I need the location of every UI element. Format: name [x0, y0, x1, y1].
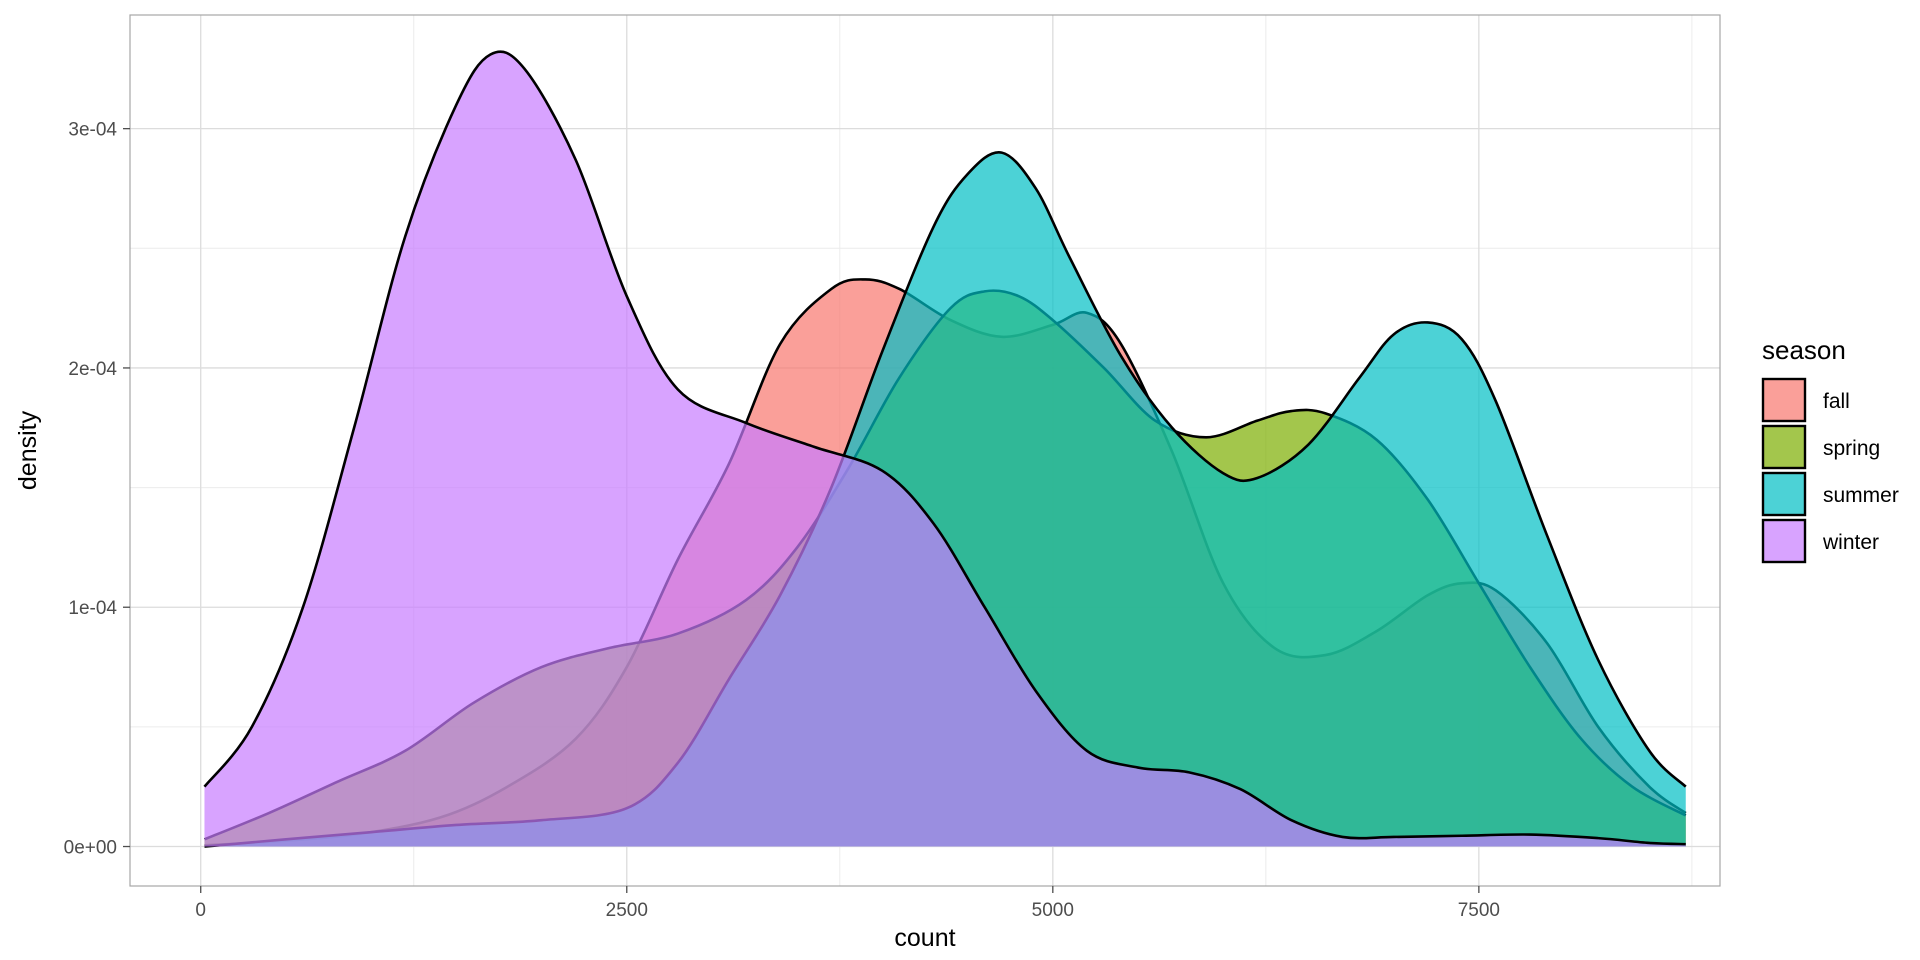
density-area-winter [204, 51, 1686, 847]
x-axis: 0 2500 5000 7500 [195, 886, 1500, 921]
legend-label-spring: spring [1823, 437, 1880, 460]
legend-items: fall spring summer winter [1761, 377, 1899, 564]
legend-label-winter: winter [1822, 531, 1879, 554]
y-tick-label: 1e-04 [68, 598, 117, 619]
legend-label-fall: fall [1823, 390, 1850, 413]
legend-key-spring [1761, 424, 1807, 470]
y-tick-label: 3e-04 [68, 120, 117, 141]
y-tick-label: 0e+00 [64, 838, 117, 859]
density-area-summer [204, 152, 1686, 847]
x-tick-label: 2500 [606, 900, 648, 921]
legend-key-summer [1761, 471, 1807, 517]
legend: season fall spring summer winter [1761, 335, 1899, 564]
legend-label-summer: summer [1823, 484, 1899, 507]
x-tick-label: 0 [195, 900, 206, 921]
density-outline-winter [203, 50, 1686, 846]
y-axis-title: density [14, 410, 42, 490]
legend-key-winter [1761, 518, 1807, 564]
x-axis-title: count [894, 924, 955, 952]
legend-title: season [1762, 335, 1846, 365]
y-axis: 0e+00 1e-04 2e-04 3e-04 [64, 120, 130, 859]
x-tick-label: 5000 [1032, 900, 1074, 921]
y-tick-label: 2e-04 [68, 359, 117, 380]
x-tick-label: 7500 [1458, 900, 1500, 921]
legend-key-fall [1761, 377, 1807, 423]
plot-panel-border [129, 14, 1721, 887]
density-areas [203, 50, 1687, 848]
